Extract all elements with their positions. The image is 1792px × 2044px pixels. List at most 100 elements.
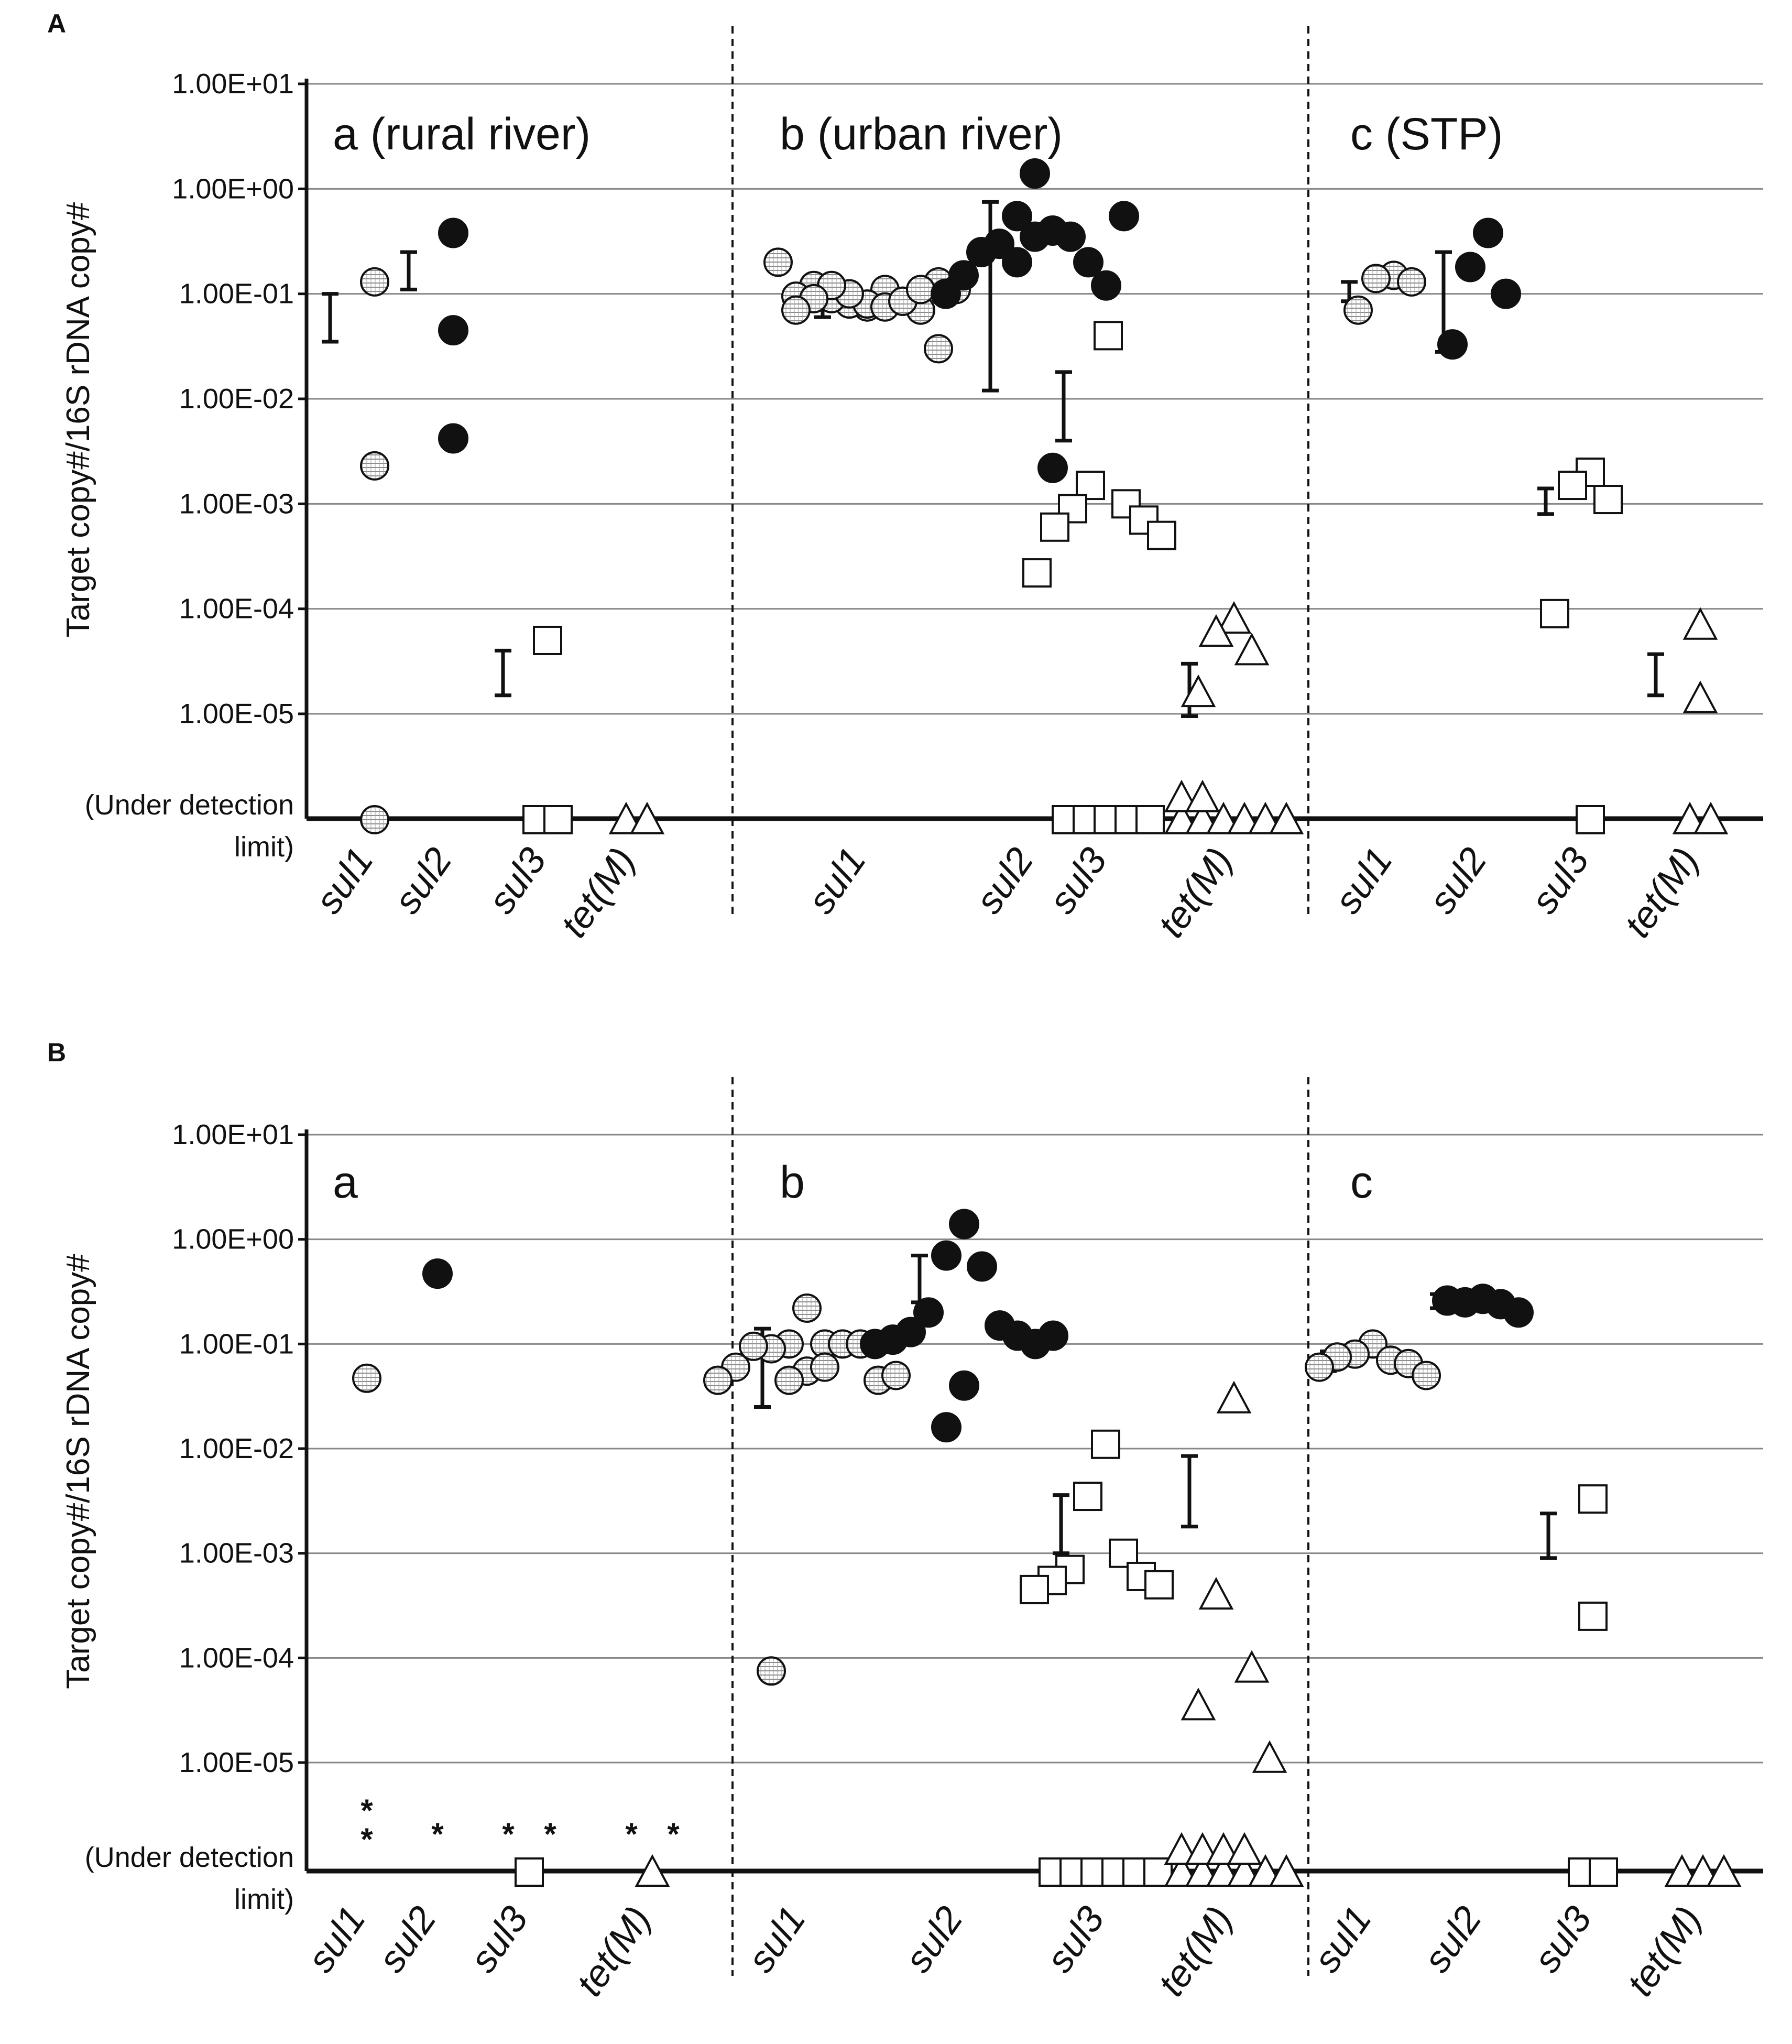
- data-point: [1234, 633, 1270, 666]
- data-point: [1147, 520, 1176, 550]
- udl-data-point: [1206, 801, 1241, 834]
- data-point: [422, 1258, 453, 1289]
- y-axis-title: Target copy#/16S rDNA copy#: [60, 1254, 96, 1689]
- y-tick-label: 1.00E-02: [179, 383, 294, 415]
- udl-data-point: [1227, 1854, 1262, 1887]
- data-point: [1593, 485, 1623, 515]
- category-label: sul2: [1421, 840, 1495, 921]
- category-label: sul2: [370, 1899, 444, 1980]
- udl-data-point: [1269, 801, 1304, 834]
- data-point: [1020, 221, 1050, 252]
- data-point: [774, 1365, 804, 1395]
- category-label: sul2: [386, 840, 460, 921]
- asterisk-mark: *: [625, 1817, 638, 1852]
- y-tick-label: 1.00E+01: [172, 1119, 294, 1150]
- y-tick-label: 1.00E-03: [179, 1538, 294, 1569]
- data-point: [931, 278, 961, 309]
- data-point: [1198, 614, 1234, 647]
- data-point: [1252, 1740, 1287, 1773]
- data-point: [931, 1412, 961, 1443]
- udl-data-point: [1135, 805, 1165, 834]
- subpanel-title: b: [780, 1157, 805, 1208]
- data-point: [931, 1240, 961, 1271]
- category-label: sul3: [1526, 1899, 1600, 1980]
- data-point: [438, 423, 468, 454]
- udl-label: (Under detection: [85, 1842, 294, 1873]
- y-tick-label: 1.00E+01: [172, 68, 294, 100]
- data-point: [1091, 270, 1121, 301]
- y-tick-label: 1.00E-04: [179, 1642, 294, 1673]
- data-point: [739, 1331, 768, 1361]
- panel-a-label: A: [47, 9, 66, 38]
- data-point: [810, 1352, 839, 1382]
- data-point: [1144, 1570, 1174, 1600]
- panel-b-label: B: [47, 1038, 66, 1067]
- y-tick-label: 1.00E-04: [179, 593, 294, 625]
- data-point: [1181, 674, 1216, 708]
- data-point: [1473, 218, 1503, 248]
- category-label: sul3: [480, 840, 554, 921]
- y-tick-label: 1.00E-02: [179, 1433, 294, 1464]
- category-label: sul3: [1041, 840, 1115, 921]
- data-point: [360, 451, 389, 481]
- data-point: [1503, 1297, 1534, 1328]
- udl-data-point: [1576, 805, 1605, 834]
- udl-data-point: [1185, 1832, 1220, 1865]
- udl-data-point: [1248, 801, 1283, 834]
- data-point: [1094, 321, 1123, 351]
- y-tick-label: 1.00E+00: [172, 1224, 294, 1255]
- data-point: [1037, 452, 1068, 483]
- data-point: [1073, 1482, 1102, 1512]
- data-point: [1020, 158, 1050, 189]
- asterisk-mark: *: [667, 1817, 680, 1852]
- udl-data-point: [1164, 801, 1199, 834]
- data-point: [1682, 607, 1718, 640]
- data-point: [1432, 1285, 1462, 1316]
- udl-data-point: [608, 801, 644, 834]
- data-point: [1305, 1352, 1334, 1382]
- udl-data-point: [1227, 1832, 1262, 1865]
- data-point: [1578, 1601, 1608, 1631]
- udl-data-point: [1164, 1854, 1199, 1887]
- y-tick-label: 1.00E-01: [179, 278, 294, 310]
- category-label: sul1: [1327, 840, 1401, 921]
- data-point: [949, 1370, 979, 1401]
- category-label: sul1: [800, 840, 874, 921]
- udl-data-point: [515, 1857, 544, 1887]
- category-label: tet(M): [1150, 1899, 1241, 2004]
- udl-data-point: [360, 805, 389, 834]
- data-point: [1040, 512, 1069, 542]
- data-point: [781, 295, 811, 325]
- category-label: sul1: [740, 1899, 814, 1980]
- data-point: [703, 1365, 733, 1395]
- category-label: sul3: [462, 1899, 536, 1980]
- subpanel-title: a: [333, 1157, 358, 1208]
- udl-label: limit): [234, 831, 294, 863]
- data-point: [1091, 1429, 1120, 1459]
- udl-data-point: [1248, 1854, 1283, 1887]
- category-label: sul1: [1306, 1899, 1380, 1980]
- data-point: [1073, 247, 1103, 278]
- data-point: [763, 247, 793, 277]
- udl-data-point: [1706, 1854, 1742, 1887]
- chart-panel-a: 1.00E+01 1.00E+00 1.00E-01 1.00E-02 1.00E-03…: [60, 26, 1763, 945]
- data-point: [949, 1209, 979, 1240]
- data-point: [438, 218, 468, 248]
- data-point: [1020, 1574, 1049, 1604]
- y-tick-label: 1.00E+00: [172, 173, 294, 204]
- data-point: [967, 1251, 997, 1282]
- data-point: [1038, 1320, 1068, 1351]
- data-point: [913, 1297, 944, 1328]
- data-point: [757, 1656, 786, 1686]
- subpanel-title: a (rural river): [333, 109, 591, 159]
- udl-data-point: [1664, 1854, 1700, 1887]
- asterisk-mark: *: [360, 1793, 373, 1828]
- data-point: [360, 267, 389, 297]
- udl-data-point: [1589, 1857, 1618, 1887]
- data-point: [1343, 295, 1373, 325]
- y-tick-label: 1.00E-05: [179, 1747, 294, 1778]
- category-label: sul3: [1523, 840, 1597, 921]
- chart-panel-b: 1.00E+01 1.00E+00 1.00E-01 1.00E-02 1.00E-03…: [60, 1077, 1763, 2004]
- data-point: [1397, 267, 1426, 297]
